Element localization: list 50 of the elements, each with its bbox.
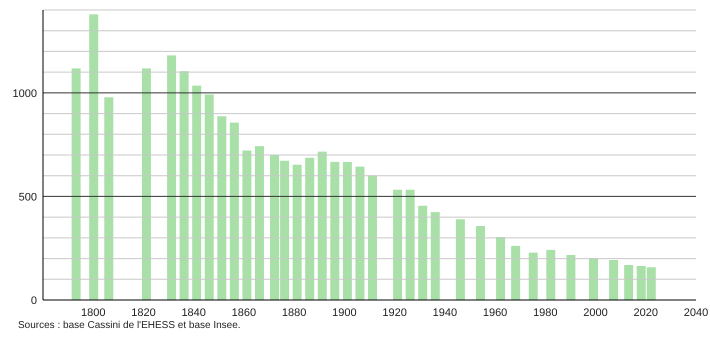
bar [546, 250, 556, 300]
y-tick-label: 1000 [12, 88, 37, 100]
bar [180, 71, 189, 300]
x-tick-label: 1960 [482, 306, 508, 319]
x-tick-label: 2020 [634, 306, 658, 319]
bar [430, 212, 440, 300]
bar [254, 146, 264, 300]
bar [305, 158, 314, 300]
bar [406, 190, 415, 300]
x-tick-label: 1880 [282, 306, 306, 319]
bar [167, 55, 176, 300]
y-tick-label: 0 [30, 294, 37, 307]
source-note: Sources : base Cassini de l'EHESS et base Insee. [18, 320, 242, 331]
bar [242, 150, 252, 300]
bar [104, 97, 114, 300]
bar [192, 86, 202, 300]
x-tick-label: 1820 [131, 306, 156, 319]
x-tick-label: 1940 [432, 306, 458, 319]
bar [609, 260, 618, 300]
bar [418, 206, 428, 300]
bar [318, 152, 327, 300]
bar [292, 164, 302, 300]
bar [624, 264, 634, 300]
bar [355, 166, 364, 300]
x-tick-label: 1860 [232, 306, 256, 319]
bar [230, 122, 239, 300]
y-tick-label: 500 [18, 191, 37, 204]
x-tick-label: 1980 [533, 306, 558, 319]
bar [456, 219, 465, 300]
bar [72, 68, 81, 300]
bar [589, 258, 598, 300]
bar [393, 190, 402, 300]
bar [217, 116, 226, 300]
bar [142, 68, 151, 300]
x-tick-label: 1840 [181, 306, 206, 319]
bar [204, 94, 214, 300]
x-tick-label: 1920 [382, 306, 407, 319]
bar [476, 226, 485, 300]
x-tick-label: 2000 [583, 306, 608, 319]
bar [89, 14, 98, 300]
bar [368, 175, 377, 300]
x-tick-label: 1900 [332, 306, 357, 319]
bar [566, 255, 576, 300]
x-tick-label: 1800 [80, 306, 106, 319]
bar [342, 162, 352, 300]
x-tick-label: 2040 [684, 306, 708, 319]
bar [528, 252, 538, 300]
bar [330, 162, 340, 300]
bar [496, 237, 506, 300]
bar [511, 246, 520, 300]
